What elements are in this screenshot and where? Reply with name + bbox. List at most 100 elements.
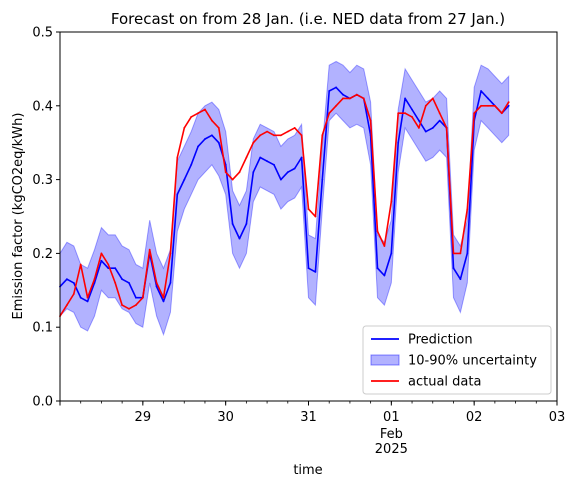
data-point-actual-data: [86, 296, 89, 299]
data-point-actual-data: [238, 171, 241, 174]
data-point-prediction: [280, 178, 282, 181]
data-point-actual-data: [487, 104, 489, 107]
data-point-prediction: [459, 278, 462, 281]
y-tick-label: 0.0: [32, 395, 53, 410]
chart-title: Forecast on from 28 Jan. (i.e. NED data …: [111, 10, 505, 28]
data-point-prediction: [431, 127, 434, 129]
data-point-prediction: [404, 97, 406, 100]
x-tick-label: 29: [135, 410, 152, 425]
data-point-prediction: [376, 267, 379, 270]
data-point-actual-data: [376, 230, 379, 233]
data-point-actual-data: [169, 252, 172, 255]
data-point-actual-data: [355, 93, 358, 96]
data-point-prediction: [273, 163, 275, 166]
data-point-prediction: [190, 163, 193, 166]
data-point-actual-data: [266, 130, 268, 133]
uncertainty-band: [59, 60, 510, 337]
data-point-actual-data: [128, 307, 130, 310]
data-point-actual-data: [100, 252, 103, 255]
data-point-prediction: [72, 282, 75, 284]
data-point-prediction: [424, 130, 427, 133]
data-point-prediction: [466, 252, 469, 255]
data-point-actual-data: [438, 112, 441, 115]
data-point-actual-data: [383, 245, 386, 247]
data-point-actual-data: [217, 127, 220, 129]
data-point-prediction: [397, 141, 400, 144]
data-point-actual-data: [293, 127, 296, 129]
data-point-prediction: [480, 90, 482, 92]
data-point-prediction: [342, 93, 344, 96]
data-point-prediction: [183, 178, 186, 181]
data-point-actual-data: [431, 97, 434, 100]
data-point-prediction: [66, 278, 68, 281]
data-point-prediction: [197, 145, 200, 148]
data-point-actual-data: [349, 97, 351, 100]
data-point-prediction: [162, 300, 165, 303]
legend-label: 10-90% uncertainty: [408, 354, 537, 369]
x-tick-label: 31: [300, 410, 317, 425]
data-point-prediction: [300, 156, 303, 159]
data-point-actual-data: [342, 97, 344, 100]
data-point-actual-data: [466, 208, 469, 211]
data-point-actual-data: [135, 304, 137, 306]
legend-box: [362, 325, 552, 395]
data-point-prediction: [383, 274, 386, 277]
legend-label: Prediction: [408, 333, 473, 348]
data-point-actual-data: [286, 130, 289, 133]
y-tick-label: 0.3: [32, 173, 53, 188]
data-point-actual-data: [114, 282, 117, 284]
legend-swatch-patch: [370, 354, 400, 366]
data-point-prediction: [328, 90, 331, 92]
y-tick-label: 0.4: [32, 99, 53, 114]
y-axis-label: Emission factor (kgCO2eq/kWh): [11, 113, 26, 320]
x-axis-label: time: [293, 463, 322, 478]
data-point-actual-data: [197, 112, 200, 115]
data-point-actual-data: [245, 156, 248, 159]
data-point-actual-data: [404, 112, 406, 115]
data-point-prediction: [259, 156, 262, 159]
data-point-actual-data: [204, 108, 206, 111]
data-point-prediction: [100, 259, 103, 262]
data-point-actual-data: [224, 171, 227, 174]
series-line-prediction: [59, 86, 510, 303]
data-point-actual-data: [480, 104, 482, 107]
data-point-prediction: [169, 282, 172, 284]
data-point-actual-data: [162, 296, 165, 299]
data-point-prediction: [79, 296, 82, 299]
data-point-prediction: [121, 278, 123, 281]
data-point-actual-data: [335, 104, 337, 107]
data-point-actual-data: [252, 141, 255, 144]
data-point-prediction: [135, 296, 137, 299]
data-point-actual-data: [418, 127, 420, 129]
data-point-actual-data: [390, 200, 393, 203]
data-point-actual-data: [494, 104, 496, 107]
data-point-actual-data: [314, 215, 317, 218]
x-tick-sublabel: 2025: [375, 442, 408, 457]
data-point-actual-data: [79, 263, 82, 266]
data-point-prediction: [176, 193, 179, 196]
y-tick-label: 0.1: [32, 321, 53, 336]
data-point-actual-data: [211, 119, 213, 122]
data-point-prediction: [390, 252, 393, 255]
data-point-actual-data: [321, 134, 324, 137]
data-point-prediction: [321, 178, 324, 181]
x-tick-label: 03: [549, 410, 566, 425]
data-point-prediction: [293, 167, 296, 170]
y-tick-label: 0.5: [32, 26, 53, 41]
data-point-prediction: [211, 134, 213, 137]
data-point-prediction: [86, 300, 89, 303]
uncertainty-band-layer: [59, 60, 510, 337]
data-point-actual-data: [107, 263, 110, 266]
data-point-prediction: [507, 104, 510, 107]
data-point-prediction: [286, 171, 289, 174]
data-point-prediction: [418, 119, 420, 122]
data-point-actual-data: [155, 282, 158, 284]
data-point-prediction: [217, 141, 220, 144]
data-point-prediction: [128, 282, 130, 284]
data-point-prediction: [307, 267, 310, 270]
data-point-actual-data: [500, 112, 503, 115]
data-point-prediction: [487, 97, 489, 100]
